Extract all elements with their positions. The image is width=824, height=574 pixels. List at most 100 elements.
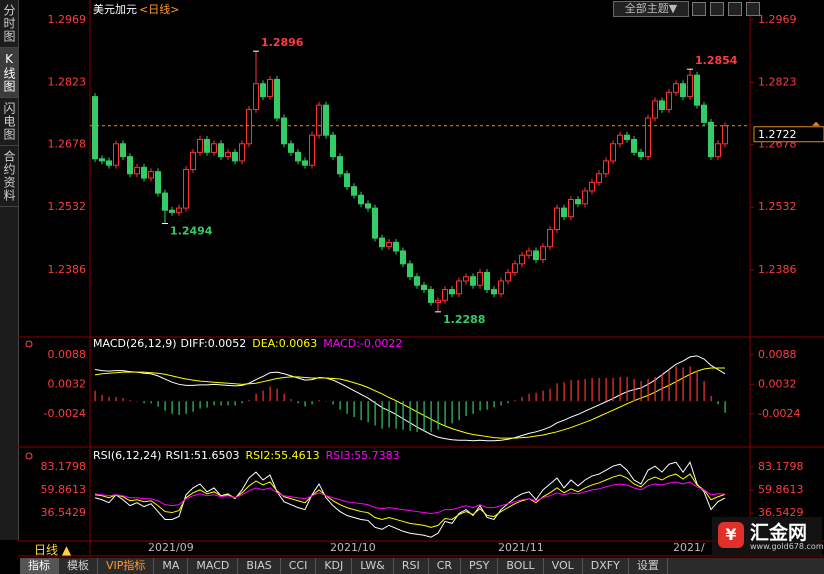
candle-body <box>561 207 567 218</box>
candle-body <box>652 100 658 119</box>
macd-bar <box>507 401 509 404</box>
macd-bar <box>556 383 558 402</box>
toolbar-icon[interactable] <box>710 2 724 16</box>
candle-body <box>442 289 448 301</box>
legend-entry: RSI2:55.4613 <box>246 449 320 462</box>
candle-body <box>106 160 112 166</box>
macd-bar <box>108 396 110 402</box>
toolbar-icon[interactable] <box>692 2 706 16</box>
candle-body <box>232 151 238 162</box>
macd-bar <box>157 401 159 407</box>
macd-bar <box>220 401 222 406</box>
macd-bar <box>542 390 544 402</box>
macd-bar <box>430 401 432 432</box>
macd-bar <box>297 401 299 404</box>
candle-body <box>715 143 721 158</box>
macd-bar <box>647 379 649 402</box>
tab[interactable]: 设置 <box>629 558 668 574</box>
macd-bar <box>185 401 187 414</box>
candle-body <box>470 276 476 286</box>
macd-bar <box>388 401 390 428</box>
low-label: 1.2494 <box>170 225 213 238</box>
toolbar-icon[interactable] <box>746 2 760 16</box>
tab[interactable]: 模板 <box>59 558 98 574</box>
candle-body <box>449 289 455 295</box>
macd-bar <box>570 380 572 402</box>
macd-bar <box>486 401 488 410</box>
y-tick-label-right: 1.2386 <box>758 263 797 276</box>
theme-button[interactable]: 全部主题▼ <box>613 1 689 17</box>
tab[interactable]: VOL <box>544 558 583 574</box>
macd-bar <box>227 401 229 406</box>
macd-bar <box>563 382 565 402</box>
tab[interactable]: VIP指标 <box>98 558 155 574</box>
macd-bar <box>458 401 460 421</box>
macd-bar <box>514 400 516 402</box>
candle-body <box>253 83 259 110</box>
sidebar-tab[interactable]: 分时图 <box>0 0 18 48</box>
period-switch[interactable]: 日线 ▲ <box>34 543 72 557</box>
macd-bar <box>535 392 537 402</box>
candle-body <box>295 151 301 162</box>
indicator-line <box>94 473 726 528</box>
candle-body <box>155 171 161 194</box>
tab[interactable]: CR <box>429 558 462 574</box>
tab[interactable]: KDJ <box>316 558 353 574</box>
candle-body <box>358 194 364 205</box>
candle-body <box>575 199 581 205</box>
tab[interactable]: DXFY <box>583 558 629 574</box>
settings-icon <box>25 452 33 460</box>
candle-body <box>260 83 266 98</box>
tab[interactable]: LW& <box>352 558 394 574</box>
tab[interactable]: BOLL <box>498 558 544 574</box>
candle-body <box>701 104 707 123</box>
candle-body <box>722 125 728 145</box>
candle-body <box>218 143 224 158</box>
tab[interactable]: CCI <box>281 558 317 574</box>
legend-entry: DEA:0.0063 <box>252 337 317 350</box>
logo: ¥ 汇金网 www.gold678.com <box>712 517 824 555</box>
candle-body <box>421 284 427 291</box>
legend-entry: MACD:-0.0022 <box>323 337 402 350</box>
candle-body <box>435 299 441 303</box>
candle-body <box>309 134 315 166</box>
tab[interactable]: MACD <box>188 558 239 574</box>
macd-bar <box>304 401 306 407</box>
macd-bar <box>241 401 243 404</box>
candle-body <box>365 203 371 209</box>
macd-bar <box>143 401 145 404</box>
candle-body <box>323 104 329 136</box>
candle-body <box>673 83 679 93</box>
macd-bar <box>640 381 642 402</box>
macd-bar <box>101 394 103 402</box>
sidebar: 分时图 K线图 闪电图 合约资料 <box>0 0 19 540</box>
candle-body <box>169 209 175 213</box>
candle-body <box>512 263 518 273</box>
tab[interactable]: RSI <box>394 558 429 574</box>
sidebar-tab[interactable]: K线图 <box>0 48 18 98</box>
macd-bar <box>437 401 439 430</box>
macd-bar <box>318 400 320 402</box>
macd-bar <box>325 401 327 402</box>
sidebar-tab[interactable]: 闪电图 <box>0 98 18 146</box>
indicator-title: MACD(26,12,9) <box>93 337 177 350</box>
candle-body <box>687 74 693 98</box>
macd-bar <box>472 401 474 414</box>
candle-body <box>526 250 532 256</box>
candle-body <box>610 143 616 162</box>
tab[interactable]: PSY <box>461 558 499 574</box>
legend-entry: DIFF:0.0052 <box>181 337 247 350</box>
macd-bar <box>409 401 411 431</box>
candle-body <box>617 134 623 145</box>
x-tick-label: 2021/10 <box>330 541 376 554</box>
macd-bar <box>115 396 117 402</box>
candle-body <box>603 160 609 175</box>
toolbar-icon[interactable] <box>728 2 742 16</box>
tab[interactable]: BIAS <box>238 558 281 574</box>
candle-body <box>519 254 525 265</box>
tab[interactable]: MA <box>154 558 189 574</box>
tab[interactable]: 指标 <box>20 558 59 574</box>
sidebar-tab[interactable]: 合约资料 <box>0 146 18 207</box>
